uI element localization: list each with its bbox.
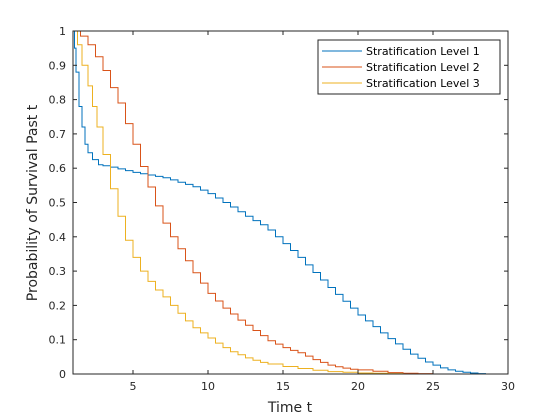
y-tick-label: 0.3 (49, 265, 67, 278)
axes-layer: 5 10 15 20 25 30 0 0.1 0.2 0.3 0.4 0.5 0.6 0.7 0.8 0.9 1 (49, 25, 516, 393)
series-line-2 (73, 30, 434, 375)
y-tick-label: 0.9 (49, 59, 67, 72)
x-tick-label: 25 (426, 380, 440, 393)
y-tick-label: 1 (59, 25, 66, 38)
y-tick-label: 0.7 (49, 128, 67, 141)
legend-label-1: Stratification Level 1 (366, 45, 480, 58)
y-tick-label: 0 (59, 368, 66, 381)
y-tick-label: 0.4 (49, 231, 67, 244)
x-tick-label: 20 (351, 380, 365, 393)
y-tick-label: 0.2 (49, 299, 67, 312)
x-axis-label: Time t (267, 400, 313, 416)
x-tick-label: 5 (130, 380, 137, 393)
y-axis-label: Probability of Survival Past t (25, 104, 41, 301)
x-tick-label: 10 (201, 380, 215, 393)
x-tick-label: 30 (501, 380, 515, 393)
y-tick-label: 0.6 (49, 162, 67, 175)
legend: Stratification Level 1 Stratification Lev… (317, 39, 501, 95)
series-line-1 (73, 30, 493, 375)
legend-label-2: Stratification Level 2 (366, 61, 480, 74)
legend-label-3: Stratification Level 3 (366, 77, 480, 90)
y-tick-label: 0.1 (49, 334, 67, 347)
y-tick-label: 0.5 (49, 197, 67, 210)
y-tick-label: 0.8 (49, 94, 67, 107)
x-tick-label: 15 (276, 380, 290, 393)
series-layer (73, 30, 493, 375)
series-line-3 (73, 30, 404, 375)
